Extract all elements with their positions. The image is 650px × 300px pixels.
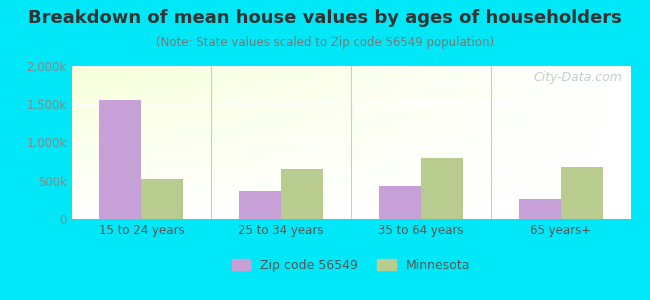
Bar: [519, 199, 560, 219]
Text: Breakdown of mean house values by ages of householders: Breakdown of mean house values by ages o…: [28, 9, 622, 27]
Legend: Zip code 56549, Minnesota: Zip code 56549, Minnesota: [227, 254, 475, 277]
Text: (Note: State values scaled to Zip code 56549 population): (Note: State values scaled to Zip code 5…: [156, 36, 494, 49]
Bar: [421, 158, 463, 219]
Bar: [142, 179, 183, 219]
Bar: [281, 169, 323, 219]
Bar: [239, 191, 281, 219]
Bar: [379, 186, 421, 219]
Bar: [560, 167, 603, 219]
Text: City-Data.com: City-Data.com: [533, 70, 622, 84]
Bar: [99, 100, 142, 219]
